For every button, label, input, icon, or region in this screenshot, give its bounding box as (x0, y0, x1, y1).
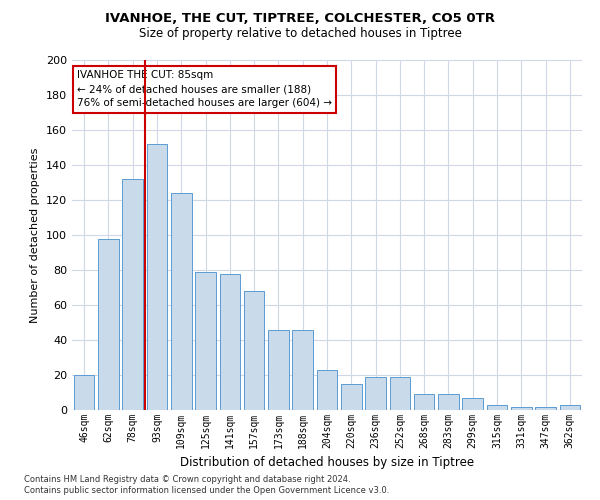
Text: IVANHOE THE CUT: 85sqm
← 24% of detached houses are smaller (188)
76% of semi-de: IVANHOE THE CUT: 85sqm ← 24% of detached… (77, 70, 332, 108)
Bar (122, 179, 143, 410)
Bar (341, 384, 362, 410)
Bar (317, 370, 337, 410)
Text: Contains HM Land Registry data © Crown copyright and database right 2024.: Contains HM Land Registry data © Crown c… (24, 475, 350, 484)
Bar (535, 406, 556, 410)
Bar (98, 238, 119, 410)
Bar (292, 330, 313, 410)
Bar (171, 193, 191, 410)
Y-axis label: Number of detached properties: Number of detached properties (31, 148, 40, 322)
Bar (74, 375, 94, 410)
Bar (511, 406, 532, 410)
Bar (463, 398, 483, 410)
Bar (268, 330, 289, 410)
Text: IVANHOE, THE CUT, TIPTREE, COLCHESTER, CO5 0TR: IVANHOE, THE CUT, TIPTREE, COLCHESTER, C… (105, 12, 495, 26)
Bar (389, 377, 410, 410)
Bar (438, 394, 459, 410)
Bar (244, 291, 265, 410)
Bar (487, 404, 508, 410)
Text: Size of property relative to detached houses in Tiptree: Size of property relative to detached ho… (139, 28, 461, 40)
Bar (220, 274, 240, 410)
Bar (365, 377, 386, 410)
Bar (560, 404, 580, 410)
Bar (414, 394, 434, 410)
Text: Contains public sector information licensed under the Open Government Licence v3: Contains public sector information licen… (24, 486, 389, 495)
Bar (146, 144, 167, 410)
X-axis label: Distribution of detached houses by size in Tiptree: Distribution of detached houses by size … (180, 456, 474, 469)
Bar (195, 272, 216, 410)
